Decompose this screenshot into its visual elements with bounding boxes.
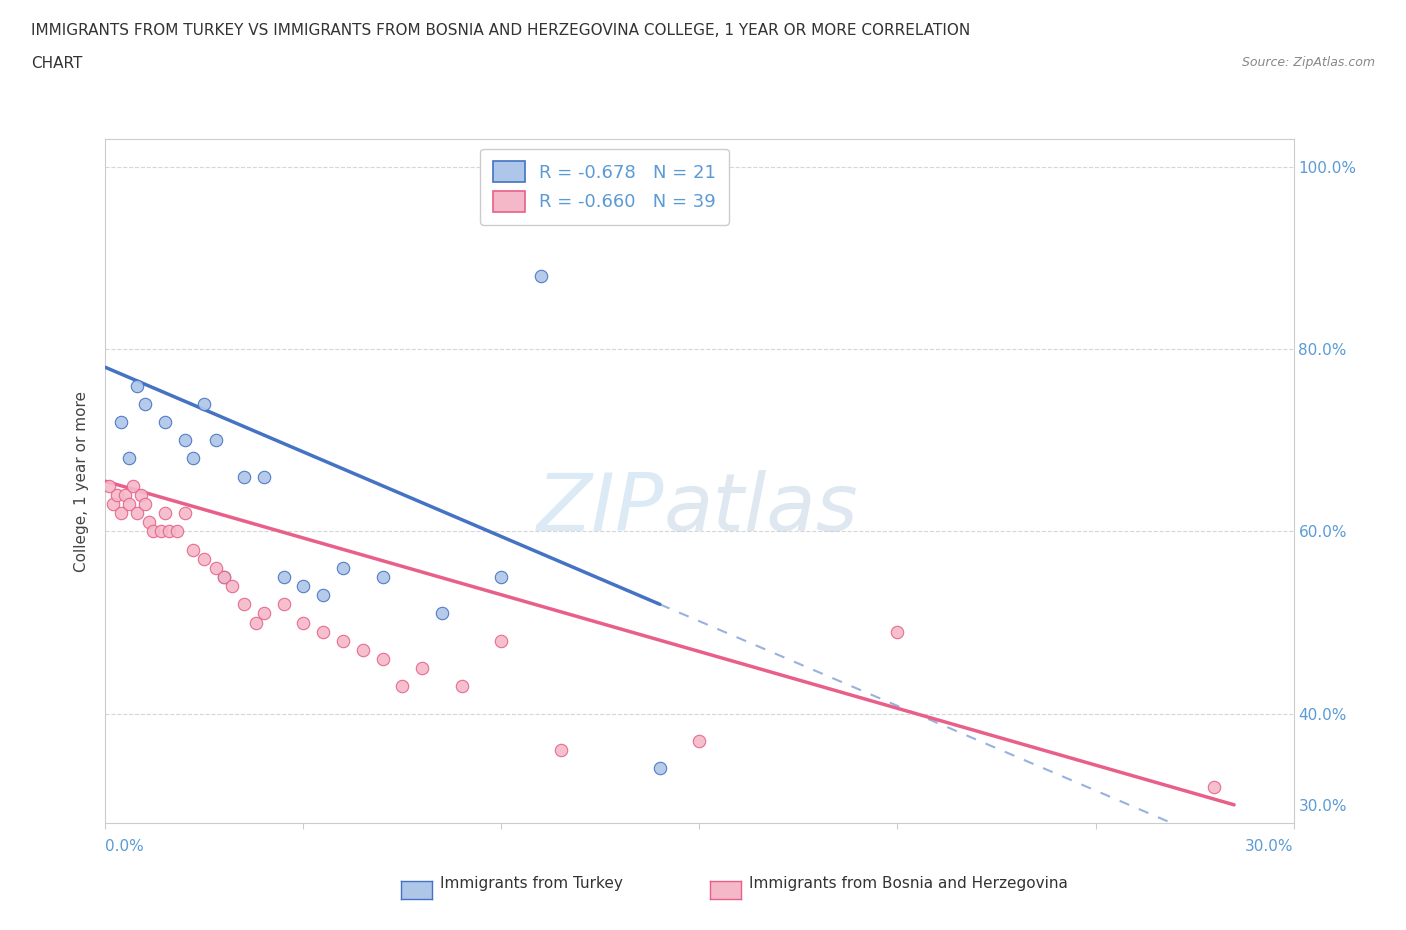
Point — [105, 487, 128, 502]
Point — [886, 624, 908, 639]
Point — [292, 615, 315, 630]
Point — [391, 679, 413, 694]
Point — [181, 542, 204, 557]
Point — [312, 588, 335, 603]
Point — [214, 569, 236, 584]
Point — [205, 432, 228, 447]
Point — [491, 633, 513, 648]
Point — [371, 652, 394, 667]
Text: Immigrants from Turkey: Immigrants from Turkey — [440, 876, 623, 891]
Point — [173, 506, 195, 521]
Point — [253, 606, 276, 621]
Text: 30.0%: 30.0% — [1246, 839, 1294, 854]
Point — [430, 606, 453, 621]
Point — [352, 643, 374, 658]
Point — [648, 761, 671, 776]
Point — [118, 497, 141, 512]
Text: CHART: CHART — [31, 56, 83, 71]
Point — [233, 470, 256, 485]
Point — [193, 551, 215, 566]
Point — [233, 597, 256, 612]
Point — [530, 269, 553, 284]
Point — [292, 578, 315, 593]
Text: Source: ZipAtlas.com: Source: ZipAtlas.com — [1241, 56, 1375, 69]
Point — [550, 743, 572, 758]
Y-axis label: College, 1 year or more: College, 1 year or more — [75, 391, 90, 572]
Point — [142, 524, 165, 538]
Point — [103, 497, 125, 512]
Point — [166, 524, 188, 538]
Point — [122, 478, 145, 493]
Point — [134, 396, 156, 411]
Point — [173, 432, 195, 447]
Point — [221, 578, 243, 593]
Point — [245, 615, 267, 630]
Point — [450, 679, 472, 694]
Point — [181, 451, 204, 466]
Text: IMMIGRANTS FROM TURKEY VS IMMIGRANTS FROM BOSNIA AND HERZEGOVINA COLLEGE, 1 YEAR: IMMIGRANTS FROM TURKEY VS IMMIGRANTS FRO… — [31, 23, 970, 38]
Point — [253, 470, 276, 485]
Point — [114, 487, 136, 502]
Point — [110, 506, 132, 521]
Point — [411, 660, 433, 675]
Text: Immigrants from Bosnia and Herzegovina: Immigrants from Bosnia and Herzegovina — [749, 876, 1069, 891]
Point — [332, 561, 354, 576]
Text: ZIP: ZIP — [537, 470, 664, 548]
Point — [205, 561, 228, 576]
Point — [1204, 779, 1226, 794]
Text: atlas: atlas — [664, 470, 859, 548]
Point — [689, 734, 711, 749]
Point — [491, 569, 513, 584]
Point — [193, 396, 215, 411]
Point — [118, 451, 141, 466]
Point — [371, 569, 394, 584]
Point — [214, 569, 236, 584]
Point — [157, 524, 180, 538]
Point — [312, 624, 335, 639]
Point — [153, 506, 176, 521]
Point — [153, 415, 176, 430]
Point — [98, 478, 121, 493]
Point — [127, 506, 149, 521]
Point — [273, 597, 295, 612]
Legend: R = -0.678   N = 21, R = -0.660   N = 39: R = -0.678 N = 21, R = -0.660 N = 39 — [479, 149, 728, 224]
Point — [129, 487, 152, 502]
Point — [110, 415, 132, 430]
Point — [134, 497, 156, 512]
Point — [332, 633, 354, 648]
Point — [127, 379, 149, 393]
Point — [149, 524, 172, 538]
Text: 0.0%: 0.0% — [105, 839, 145, 854]
Point — [138, 515, 160, 530]
Point — [273, 569, 295, 584]
